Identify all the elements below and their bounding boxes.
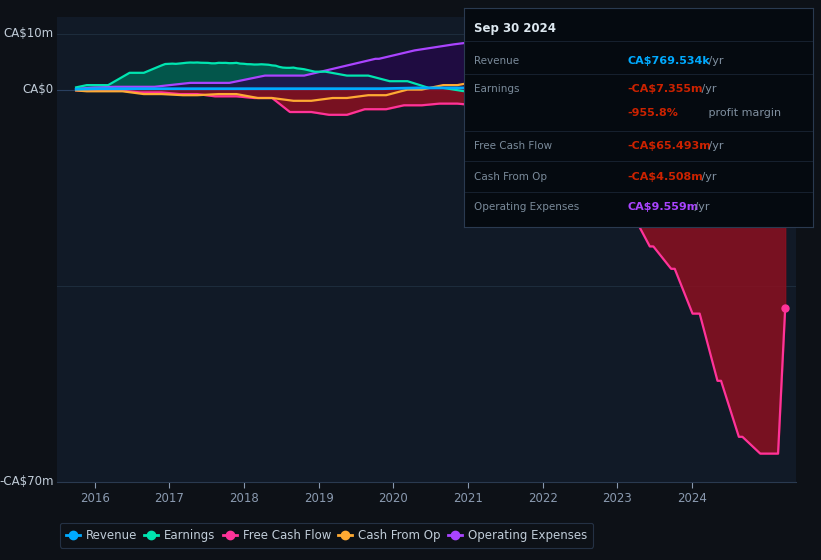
Text: Revenue: Revenue bbox=[475, 56, 520, 66]
Text: -CA$7.355m: -CA$7.355m bbox=[628, 84, 704, 94]
Text: /yr: /yr bbox=[690, 202, 709, 212]
Text: Cash From Op: Cash From Op bbox=[475, 171, 548, 181]
Text: Free Cash Flow: Free Cash Flow bbox=[475, 141, 553, 151]
Text: -CA$70m: -CA$70m bbox=[0, 475, 54, 488]
Text: CA$769.534k: CA$769.534k bbox=[628, 56, 711, 66]
Legend: Revenue, Earnings, Free Cash Flow, Cash From Op, Operating Expenses: Revenue, Earnings, Free Cash Flow, Cash … bbox=[60, 523, 593, 548]
Text: /yr: /yr bbox=[698, 84, 716, 94]
Text: /yr: /yr bbox=[698, 171, 716, 181]
Text: CA$9.559m: CA$9.559m bbox=[628, 202, 699, 212]
Text: Sep 30 2024: Sep 30 2024 bbox=[475, 21, 557, 35]
Text: -CA$4.508m: -CA$4.508m bbox=[628, 171, 704, 181]
Text: Earnings: Earnings bbox=[475, 84, 520, 94]
Text: CA$10m: CA$10m bbox=[3, 27, 54, 40]
Text: CA$0: CA$0 bbox=[23, 83, 54, 96]
Text: -CA$65.493m: -CA$65.493m bbox=[628, 141, 712, 151]
Text: Operating Expenses: Operating Expenses bbox=[475, 202, 580, 212]
Text: /yr: /yr bbox=[704, 141, 723, 151]
Text: -955.8%: -955.8% bbox=[628, 108, 679, 118]
Text: /yr: /yr bbox=[704, 56, 723, 66]
Text: profit margin: profit margin bbox=[704, 108, 781, 118]
